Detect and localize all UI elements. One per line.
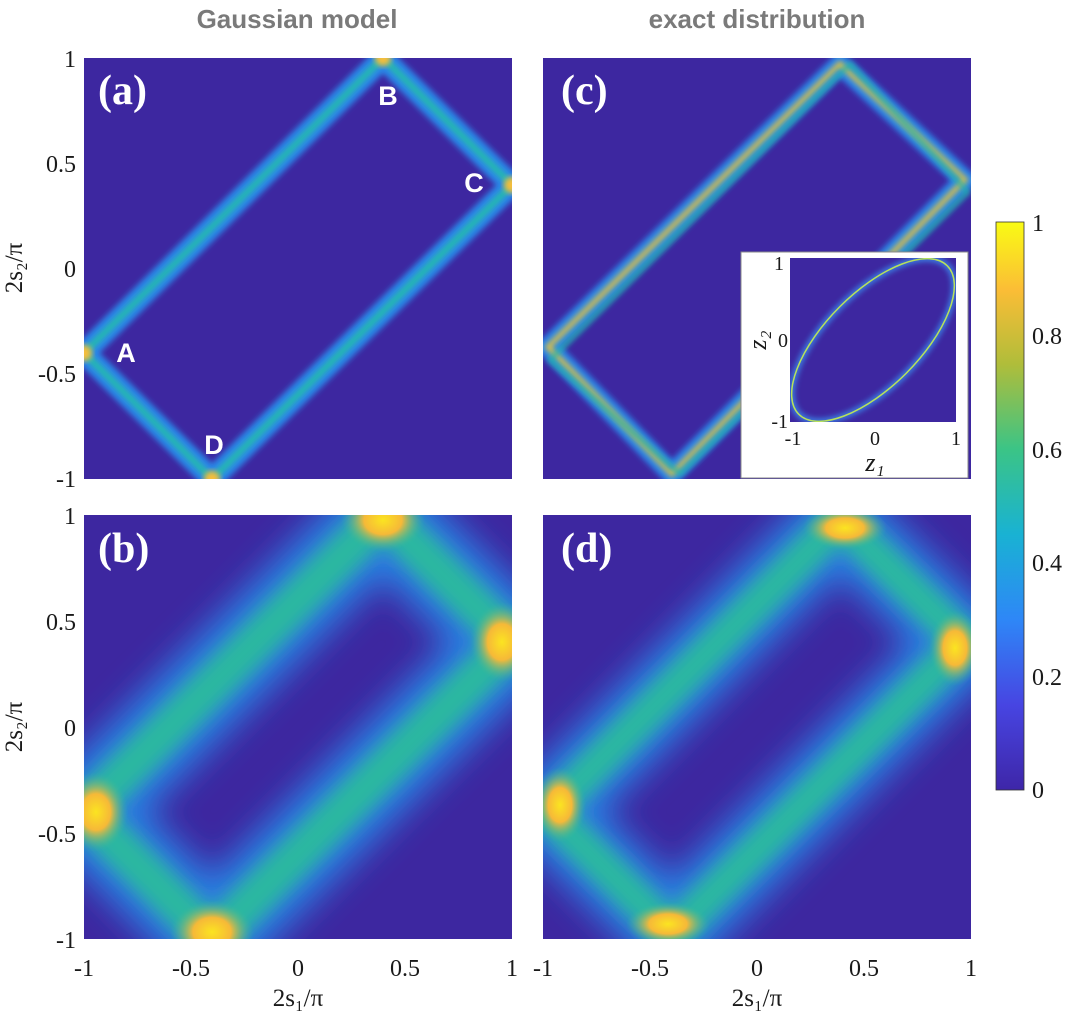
- xlabel-right: 2s₁/π: [732, 985, 783, 1012]
- inset-ylabel: z₂: [743, 330, 772, 350]
- xtick-left-0: 0: [292, 956, 304, 982]
- xtick-right-1: 1: [965, 956, 977, 982]
- ytick-top-1: 1: [64, 47, 76, 73]
- ytick-bottom-neg1: -1: [56, 928, 76, 954]
- xtick-right-neg0.5: -0.5: [631, 956, 669, 982]
- panel-label-a: (a): [98, 68, 147, 114]
- ylabel-top: 2s₂/π: [1, 242, 28, 293]
- ylabel-bottom: 2s₂/π: [1, 701, 28, 752]
- cbtick-0.2: 0.2: [1032, 665, 1062, 691]
- xtick-right-0.5: 0.5: [849, 956, 879, 982]
- annotation-b: B: [378, 81, 398, 111]
- panel-c: (c) 1 0 -1 -1 0 1 z₁ z₂: [543, 58, 971, 479]
- ytick-bottom-1: 1: [64, 504, 76, 530]
- x-axis-right: -1 -0.5 0 0.5 1 2s₁/π: [533, 956, 977, 1012]
- title-exact-distribution: exact distribution: [649, 4, 866, 34]
- annotation-c: C: [464, 168, 484, 198]
- y-axis-top: 1 0.5 0 -0.5 -1 2s₂/π: [1, 47, 76, 493]
- inset-ytick-neg1: -1: [771, 411, 788, 433]
- xtick-left-0.5: 0.5: [390, 956, 420, 982]
- panel-label-d: (d): [561, 526, 612, 572]
- inset: 1 0 -1 -1 0 1 z₁ z₂: [740, 251, 969, 479]
- panel-d: (d): [543, 515, 971, 939]
- inset-ytick-1: 1: [774, 253, 784, 275]
- panel-label-b: (b): [98, 526, 149, 572]
- y-axis-bottom: 1 0.5 0 -0.5 -1 2s₂/π: [1, 504, 76, 954]
- xlabel-left: 2s₁/π: [273, 985, 324, 1012]
- cbtick-1: 1: [1032, 211, 1044, 237]
- xtick-left-1: 1: [506, 956, 518, 982]
- cbtick-0.6: 0.6: [1032, 438, 1062, 464]
- inset-xtick-0: 0: [870, 428, 880, 450]
- inset-xlabel: z₁: [864, 448, 884, 477]
- ytick-bottom-neg0.5: -0.5: [38, 822, 76, 848]
- cbtick-0.4: 0.4: [1032, 551, 1062, 577]
- ytick-top-neg0.5: -0.5: [38, 362, 76, 388]
- xtick-right-0: 0: [751, 956, 763, 982]
- panel-label-c: (c): [561, 68, 608, 114]
- title-gaussian-model: Gaussian model: [197, 4, 398, 34]
- ytick-bottom-0.5: 0.5: [46, 610, 76, 636]
- ytick-top-0.5: 0.5: [46, 152, 76, 178]
- ytick-top-neg1: -1: [56, 467, 76, 493]
- ytick-bottom-0: 0: [64, 716, 76, 742]
- inset-xtick-1: 1: [951, 428, 961, 450]
- cbtick-0.8: 0.8: [1032, 324, 1062, 350]
- inset-xtick-neg1: -1: [785, 428, 802, 450]
- x-axis-left: -1 -0.5 0 0.5 1 2s₁/π: [74, 956, 518, 1012]
- xtick-left-neg0.5: -0.5: [172, 956, 210, 982]
- ytick-top-0: 0: [64, 257, 76, 283]
- cbtick-0: 0: [1032, 778, 1044, 804]
- xtick-left-neg1: -1: [74, 956, 94, 982]
- xtick-right-neg1: -1: [533, 956, 553, 982]
- annotation-d: D: [204, 430, 224, 460]
- colorbar: 1 0.8 0.6 0.4 0.2 0: [995, 211, 1062, 804]
- panel-a: (a) B C A D: [84, 58, 512, 479]
- annotation-a: A: [116, 338, 136, 368]
- panel-b: (b): [84, 515, 512, 939]
- inset-ytick-0: 0: [778, 330, 788, 352]
